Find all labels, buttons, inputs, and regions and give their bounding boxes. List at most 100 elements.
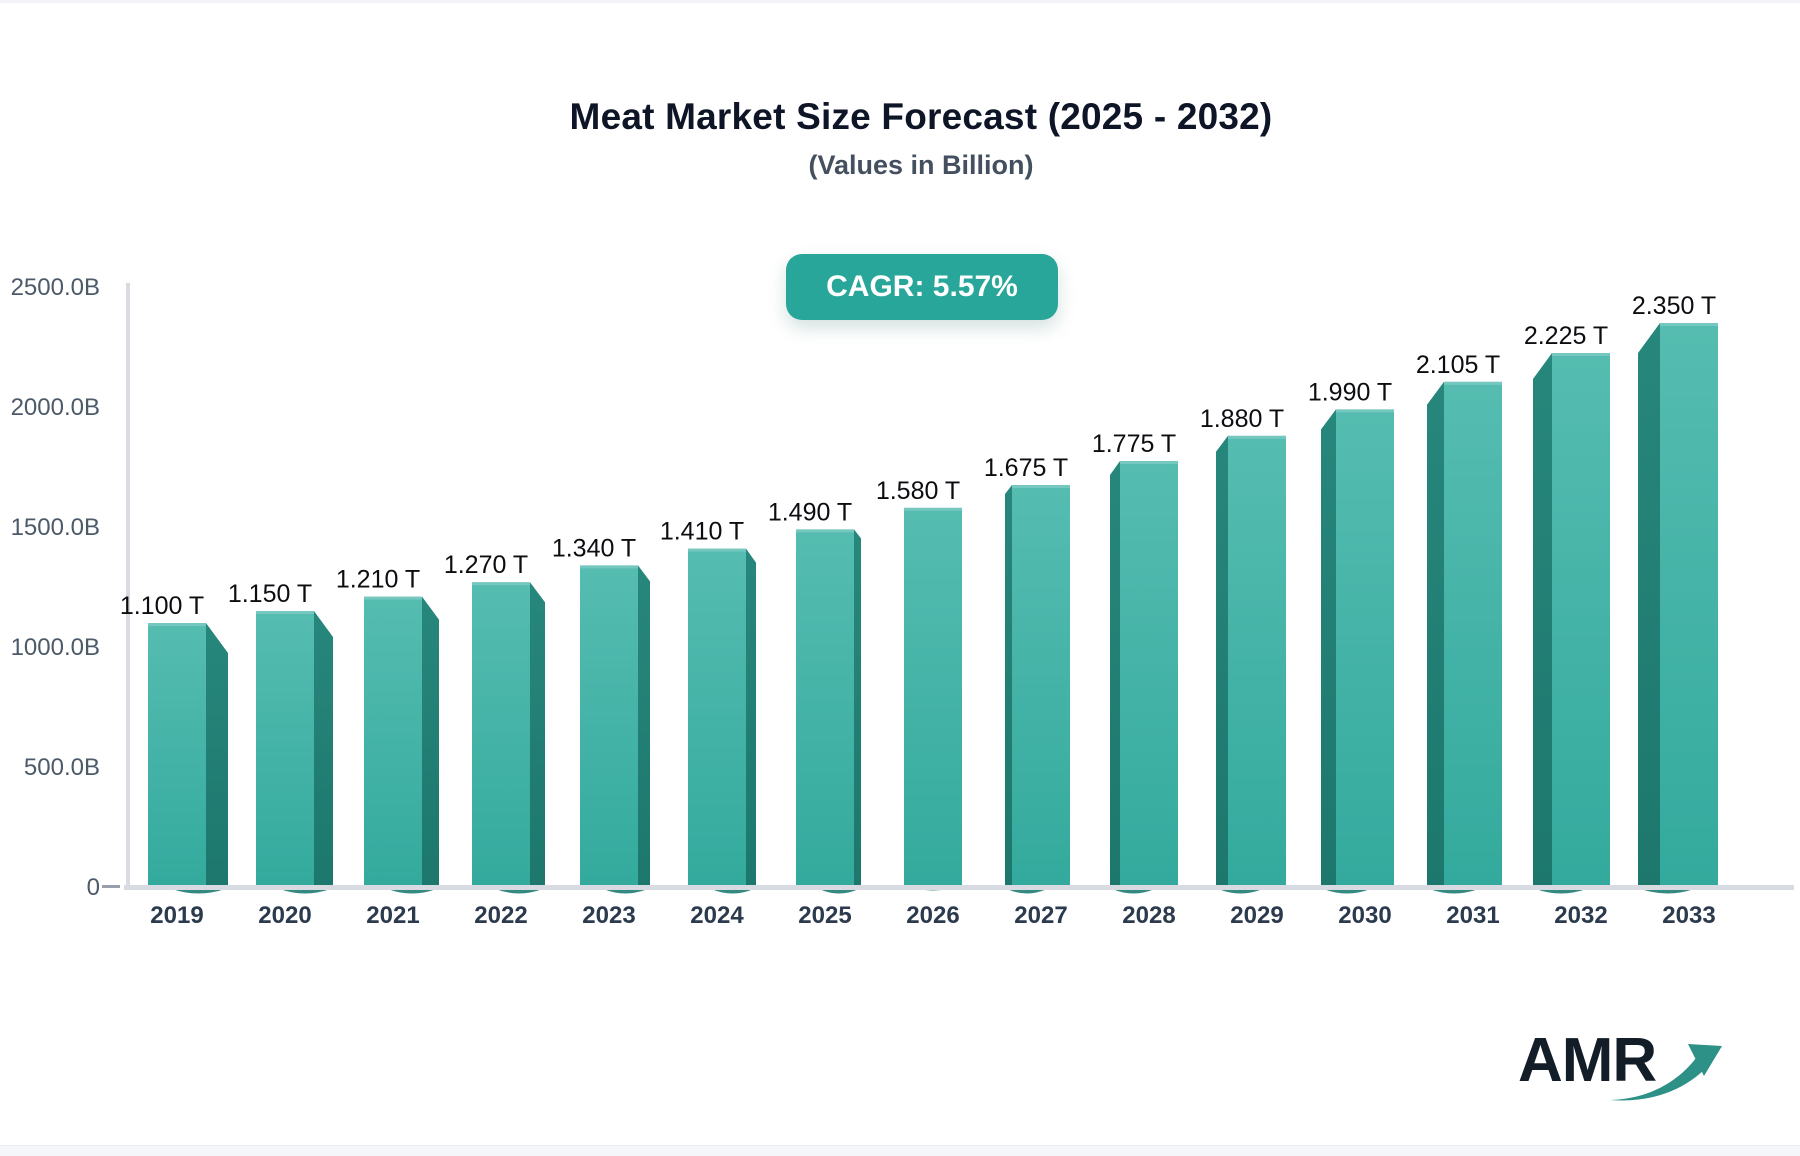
y-axis-line — [126, 283, 130, 890]
bar-value-label: 1.270 T — [444, 551, 528, 579]
bar-front-face — [1444, 381, 1502, 886]
bar-front-face — [256, 611, 314, 886]
bar-group-2032: 2.225 T 2032 — [1524, 322, 1610, 929]
bar-front-face — [1660, 323, 1718, 886]
bar-group-2025: 1.490 T 2025 — [768, 498, 861, 929]
bar-top-highlight — [148, 623, 206, 626]
bottom-edge-divider — [0, 1145, 1800, 1156]
x-tick-label: 2025 — [798, 902, 851, 929]
cagr-badge: CAGR: 5.57% — [786, 254, 1058, 320]
bar-value-label: 1.990 T — [1308, 378, 1392, 406]
bar-top-highlight — [1444, 381, 1502, 385]
bar-group-2031: 2.105 T 2031 — [1416, 351, 1502, 929]
bar-group-2023: 1.340 T 2023 — [552, 534, 650, 929]
bar-top-highlight — [1012, 485, 1070, 488]
bar-top-highlight — [688, 548, 746, 552]
x-tick-label: 2030 — [1338, 902, 1391, 929]
bar-group-2024: 1.410 T 2024 — [660, 518, 756, 929]
bar-side-face — [1005, 485, 1012, 886]
bar-value-label: 1.580 T — [876, 477, 960, 505]
bar-top-highlight — [904, 507, 962, 511]
y-tick-label: 2500.0B — [11, 274, 100, 301]
bar-value-label: 2.225 T — [1524, 322, 1608, 350]
y-tick-label: 0 — [87, 874, 100, 901]
bar-front-face — [1228, 435, 1286, 886]
bar-top-highlight — [364, 596, 422, 600]
bar-value-label: 1.210 T — [336, 566, 420, 594]
x-tick-label: 2023 — [582, 902, 635, 929]
chart-subtitle: (Values in Billion) — [808, 150, 1034, 180]
x-tick-label: 2020 — [258, 902, 311, 929]
bar-front-face — [1120, 461, 1178, 886]
bar-front-face — [148, 623, 206, 886]
bar-front-face — [364, 596, 422, 886]
bar-value-label: 1.490 T — [768, 498, 852, 526]
bar-group-2030: 1.990 T 2030 — [1308, 378, 1394, 929]
bar-side-face — [314, 611, 333, 886]
x-tick-label: 2028 — [1122, 902, 1175, 929]
bar-value-label: 1.150 T — [228, 580, 312, 608]
bar-top-highlight — [796, 529, 854, 533]
bar-value-label: 1.340 T — [552, 534, 636, 562]
bar-side-face — [422, 596, 439, 886]
bar-group-2026: 1.580 T 2026 — [876, 477, 962, 929]
bar-top-highlight — [256, 611, 314, 614]
bar-value-label: 2.350 T — [1632, 292, 1716, 320]
bar-side-face — [1216, 435, 1228, 886]
bar-group-2021: 1.210 T 2021 — [336, 566, 439, 929]
bar-value-label: 1.775 T — [1092, 430, 1176, 458]
bar-group-2033: 2.350 T 2033 — [1632, 292, 1718, 929]
bar-front-face — [1552, 353, 1610, 886]
top-edge-divider — [0, 0, 1800, 3]
x-tick-label: 2032 — [1554, 902, 1607, 929]
amr-logo-text: AMR — [1518, 1026, 1657, 1095]
bar-top-highlight — [1552, 353, 1610, 356]
growth-arrow-icon — [1610, 1044, 1722, 1101]
x-axis-line — [124, 885, 1794, 890]
x-tick-label: 2027 — [1014, 902, 1067, 929]
y-tick-label: 500.0B — [24, 754, 100, 781]
x-tick-label: 2033 — [1662, 902, 1715, 929]
bar-top-highlight — [1660, 323, 1718, 326]
bar-group-2020: 1.150 T 2020 — [228, 580, 333, 929]
bar-group-2022: 1.270 T 2022 — [444, 551, 545, 929]
bar-side-face — [854, 529, 861, 886]
bar-group-2028: 1.775 T 2028 — [1092, 430, 1178, 929]
x-tick-label: 2019 — [150, 902, 203, 929]
bar-value-label: 1.675 T — [984, 454, 1068, 482]
chart-title: Meat Market Size Forecast (2025 - 2032) — [569, 96, 1273, 137]
bar-side-face — [1427, 381, 1444, 886]
bar-side-face — [1638, 323, 1660, 886]
bar-side-face — [638, 565, 650, 886]
bar-side-face — [1321, 409, 1336, 886]
bar-top-highlight — [472, 582, 530, 586]
x-tick-label: 2021 — [366, 902, 419, 929]
y-tick-label: 2000.0B — [11, 394, 100, 421]
bar-value-label: 1.100 T — [120, 592, 204, 620]
bar-front-face — [688, 548, 746, 886]
bar-front-face — [1336, 409, 1394, 886]
y-tick-label: 1000.0B — [11, 634, 100, 661]
bar-value-label: 1.410 T — [660, 518, 744, 546]
x-tick-label: 2022 — [474, 902, 527, 929]
bar-front-face — [580, 565, 638, 886]
bar-side-face — [746, 548, 756, 886]
bar-top-highlight — [580, 565, 638, 569]
bar-side-face — [1110, 461, 1120, 886]
bar-value-label: 1.880 T — [1200, 405, 1284, 433]
zero-tick-dash — [102, 885, 120, 888]
bar-top-highlight — [1336, 409, 1394, 413]
x-tick-label: 2026 — [906, 902, 959, 929]
bar-side-face — [1533, 353, 1552, 886]
bar-front-face — [796, 529, 854, 886]
bar-side-face — [206, 623, 228, 886]
bar-front-face — [1012, 485, 1070, 886]
bar-top-highlight — [1120, 461, 1178, 464]
bar-side-face — [530, 582, 545, 886]
bar-front-face — [472, 582, 530, 886]
bar-top-highlight — [1228, 435, 1286, 439]
amr-logo: AMR — [1518, 1030, 1748, 1120]
bar-group-2019: 1.100 T 2019 — [120, 592, 228, 929]
